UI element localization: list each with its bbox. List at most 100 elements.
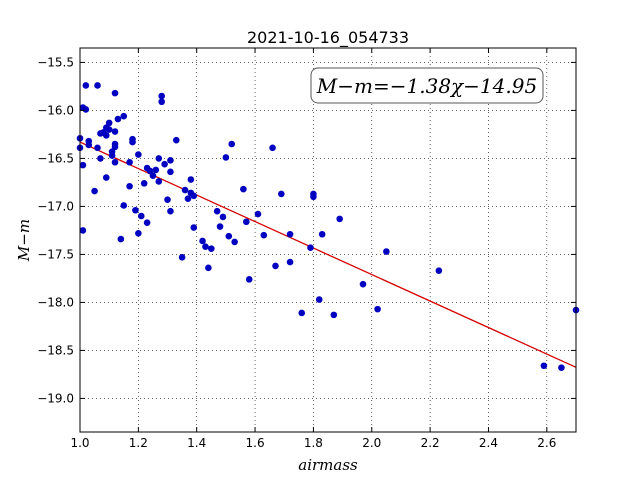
data-point <box>231 238 238 246</box>
data-point <box>374 305 381 313</box>
data-point <box>254 210 262 218</box>
data-point <box>260 231 268 239</box>
data-point <box>336 215 343 223</box>
data-point <box>97 155 104 162</box>
data-point <box>172 136 180 144</box>
data-point <box>167 207 174 215</box>
data-point <box>310 193 317 201</box>
data-point <box>307 244 314 251</box>
data-point <box>105 119 113 127</box>
data-point <box>135 229 142 237</box>
data-point <box>149 172 157 179</box>
data-point <box>155 155 163 162</box>
y-axis-label: M−m <box>15 219 33 262</box>
data-point <box>91 187 98 195</box>
data-point <box>202 243 209 251</box>
data-point <box>146 167 154 175</box>
x-tick-label: 2.4 <box>479 436 498 450</box>
data-point <box>82 82 90 89</box>
x-tick-label: 2.2 <box>421 436 440 450</box>
data-point <box>79 161 87 169</box>
x-tick-label: 2.0 <box>362 436 381 450</box>
x-tick-labels: 1.0 1.2 1.4 1.6 1.8 2.0 2.2 2.4 2.6 <box>70 436 556 450</box>
data-point <box>161 160 168 168</box>
data-point <box>225 232 233 240</box>
data-point <box>205 264 212 272</box>
data-points <box>76 82 580 371</box>
fit-annotation-box <box>310 67 544 104</box>
y-tick-label: −18.5 <box>37 343 74 357</box>
data-point <box>108 152 116 159</box>
data-point <box>286 230 294 238</box>
data-point <box>79 227 87 234</box>
data-point <box>359 280 367 288</box>
fit-annotation: M−m=−1.38χ−14.95 <box>310 67 544 104</box>
data-point <box>243 218 250 226</box>
data-point <box>207 245 215 252</box>
data-point <box>181 186 189 194</box>
data-point <box>120 202 128 209</box>
data-point <box>272 262 279 270</box>
data-point <box>143 219 151 227</box>
data-point <box>222 154 230 161</box>
data-point <box>318 230 326 238</box>
x-tick-label: 1.8 <box>304 436 323 450</box>
data-point <box>315 296 323 303</box>
data-point <box>132 206 139 214</box>
data-point <box>269 144 276 152</box>
data-point <box>82 106 90 113</box>
data-point <box>330 311 338 319</box>
data-point <box>184 195 192 203</box>
x-axis-label: airmass <box>298 456 358 474</box>
x-tick-label: 1.6 <box>246 436 265 450</box>
data-point <box>219 213 227 221</box>
data-point <box>540 362 548 370</box>
fit-line <box>79 141 577 368</box>
data-point <box>435 267 443 275</box>
data-point <box>158 92 165 100</box>
data-point <box>111 128 119 135</box>
data-point <box>558 364 565 371</box>
y-tick-label: −16.0 <box>37 103 74 117</box>
data-point <box>105 126 113 133</box>
data-point <box>383 248 390 255</box>
data-point <box>228 140 236 148</box>
data-point <box>213 207 221 215</box>
fit-equation: M−m=−1.38χ−14.95 <box>316 74 537 98</box>
data-point <box>240 185 247 193</box>
data-point <box>155 178 163 185</box>
data-point <box>216 223 224 230</box>
plot-frame <box>79 47 577 433</box>
data-point <box>152 166 160 174</box>
data-point <box>111 89 119 97</box>
data-point <box>102 174 110 181</box>
x-tick-label: 1.2 <box>129 436 148 450</box>
data-point <box>140 180 148 187</box>
x-tick-label: 1.0 <box>70 436 89 450</box>
x-tick-label: 2.6 <box>537 436 556 450</box>
data-point <box>94 144 101 152</box>
y-tick-label: −18.0 <box>37 295 74 309</box>
data-point <box>190 224 198 231</box>
data-point <box>111 158 119 166</box>
data-point <box>190 192 198 200</box>
y-tick-label: −17.0 <box>37 199 74 213</box>
grid-lines <box>79 48 576 432</box>
data-point <box>278 190 285 198</box>
data-point <box>199 237 206 245</box>
data-point <box>102 132 110 139</box>
data-point <box>167 157 174 164</box>
axis-ticks <box>79 48 576 432</box>
y-tick-label: −15.5 <box>37 55 74 69</box>
y-tick-labels: −15.5 −16.0 −16.5 −17.0 −17.5 −18.0 −18.5 −19.0 <box>37 55 74 405</box>
data-point <box>126 182 133 190</box>
data-point <box>298 309 306 317</box>
chart-title: 2021-10-16_054733 <box>247 28 409 48</box>
data-point <box>114 115 122 123</box>
x-tick-label: 1.4 <box>187 436 206 450</box>
data-point <box>245 276 253 283</box>
y-tick-label: −19.0 <box>37 391 74 405</box>
data-point <box>111 143 119 151</box>
data-point <box>158 98 165 106</box>
